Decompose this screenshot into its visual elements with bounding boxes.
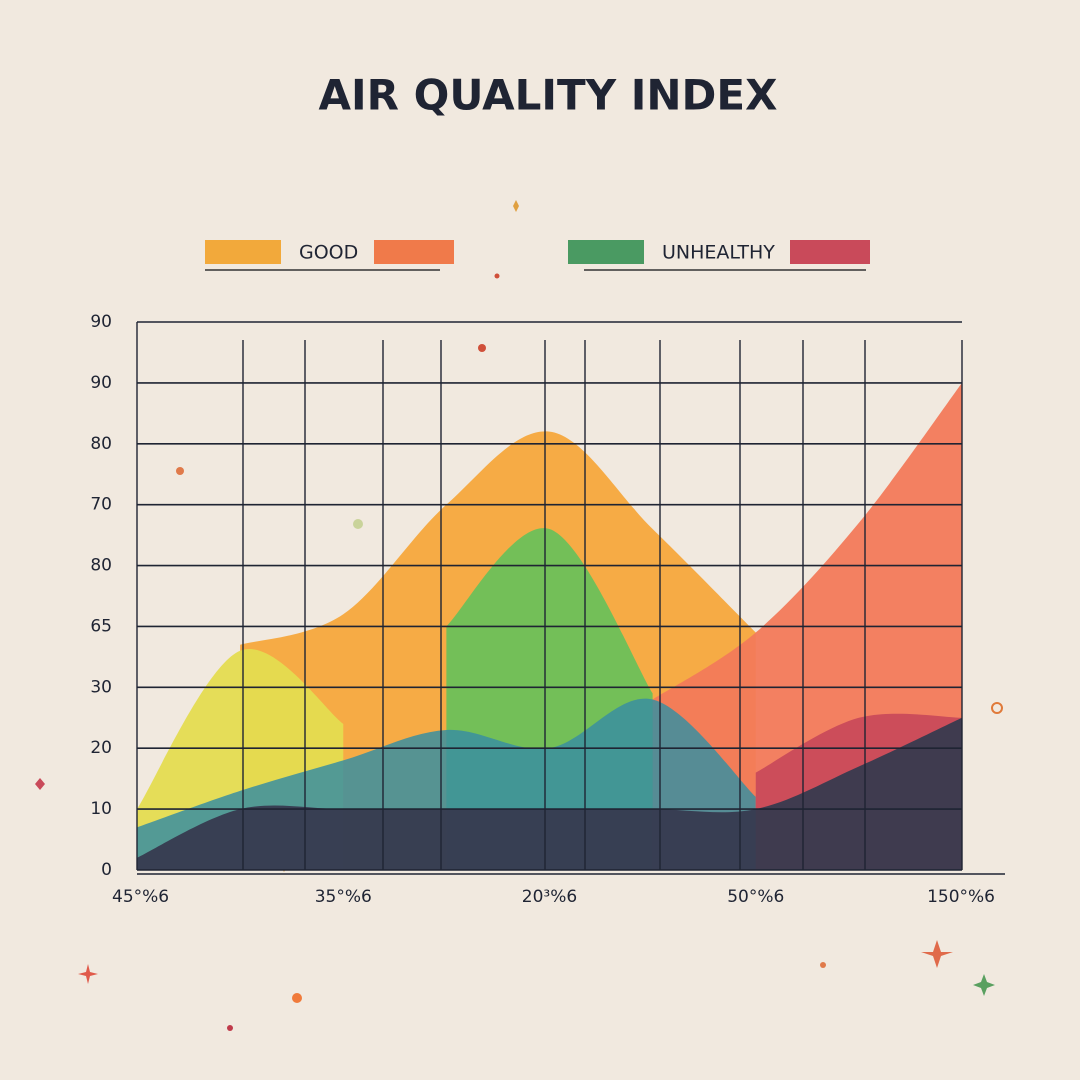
y-tick-label: 10 xyxy=(90,799,112,819)
y-tick-label: 90 xyxy=(90,373,112,393)
y-tick-label: 70 xyxy=(90,495,112,515)
area xyxy=(137,717,962,870)
legend-swatch xyxy=(568,240,644,264)
legend-swatch xyxy=(790,240,870,264)
y-tick-label: 80 xyxy=(90,556,112,576)
x-tick-label: 50°%6 xyxy=(727,887,784,907)
x-tick-label: 150°%6 xyxy=(927,887,995,907)
legend-swatch xyxy=(205,240,281,264)
y-tick-label: 20 xyxy=(90,738,112,758)
y-tick-label: 30 xyxy=(90,677,112,697)
legend-swatch xyxy=(374,240,454,264)
legend-label: GOOD xyxy=(299,242,358,264)
x-tick-label: 45°%6 xyxy=(112,887,169,907)
x-tick-label: 35°%6 xyxy=(315,887,372,907)
chart-title: AIR QUALITY INDEX xyxy=(319,71,778,120)
legend-label: UNHEALTHY xyxy=(662,242,775,264)
y-tick-label: 65 xyxy=(90,616,112,636)
y-tick-label: 90 xyxy=(90,312,112,332)
y-tick-label: 80 xyxy=(90,434,112,454)
x-tick-label: 20³%6 xyxy=(522,887,577,907)
y-tick-label: 0 xyxy=(101,860,112,880)
